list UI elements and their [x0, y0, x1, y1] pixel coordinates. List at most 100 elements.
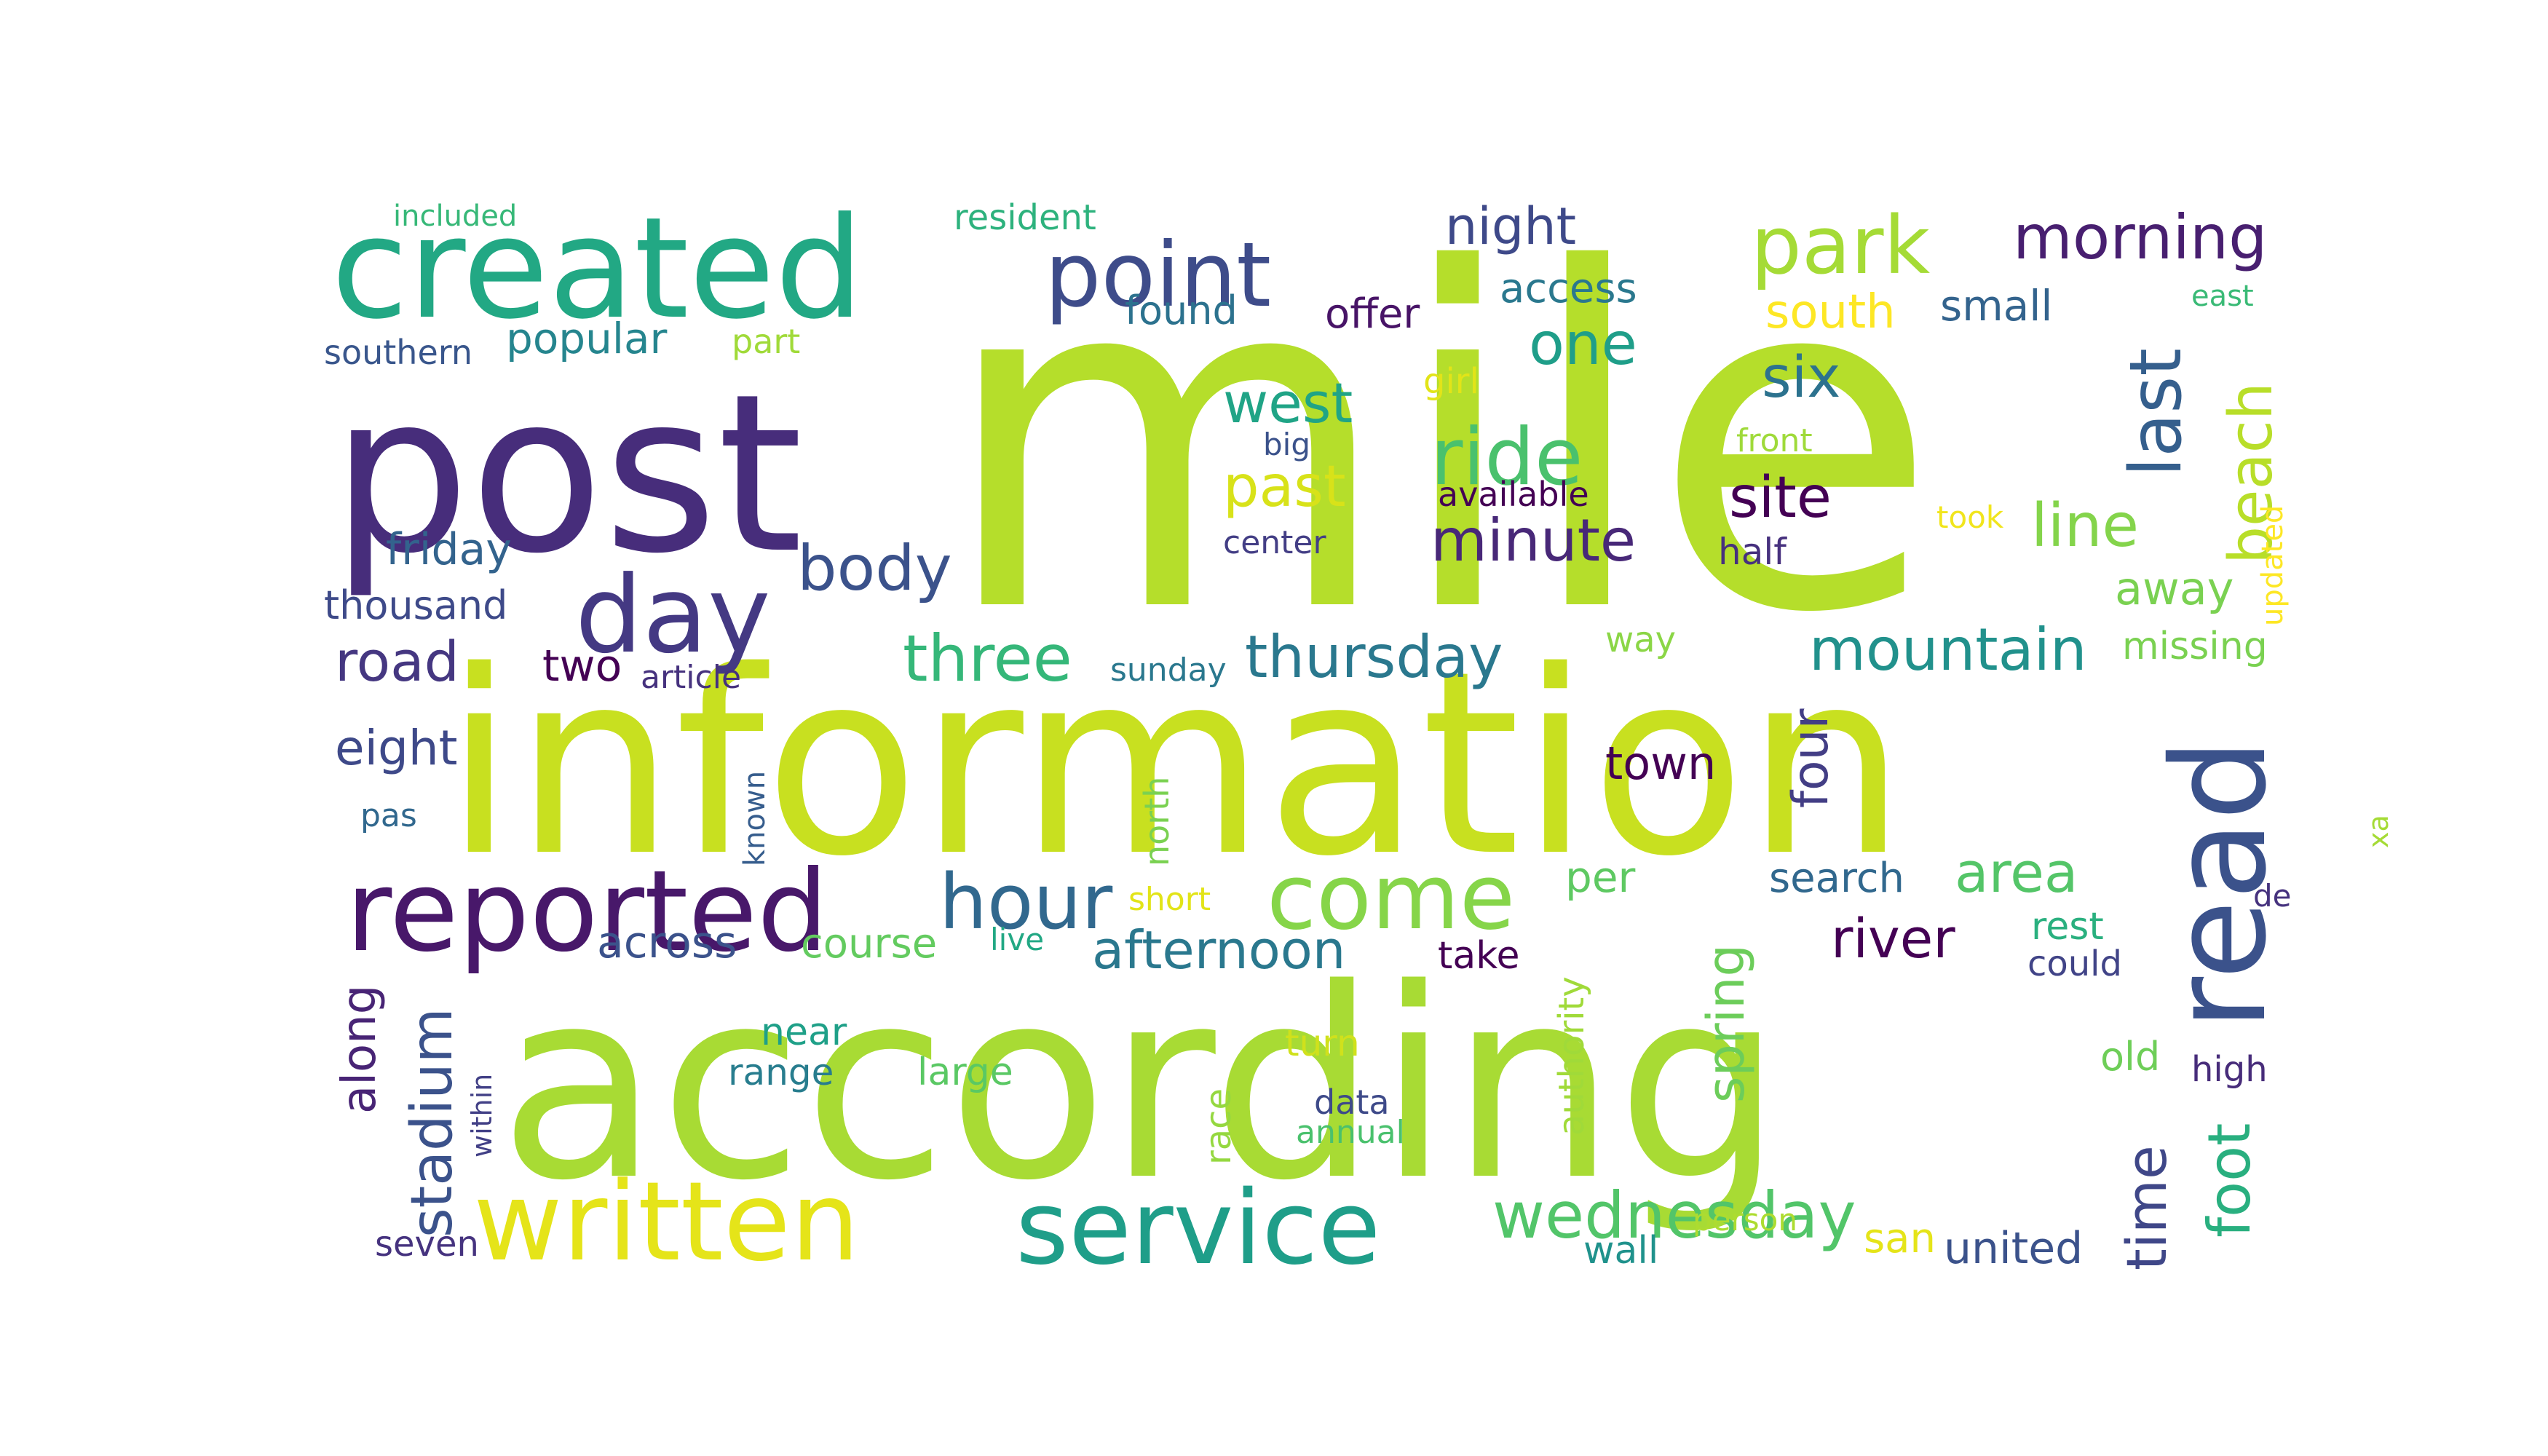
- word-two: two: [542, 641, 622, 692]
- word-west: west: [1223, 371, 1353, 435]
- word-mile: mile: [939, 172, 1939, 714]
- word-foot: foot: [2196, 1123, 2263, 1238]
- word-live: live: [990, 922, 1044, 957]
- word-hour: hour: [939, 858, 1112, 946]
- word-take: take: [1438, 934, 1520, 978]
- word-night: night: [1445, 197, 1576, 256]
- word-took: took: [1936, 499, 2004, 535]
- word-data: data: [1314, 1083, 1390, 1122]
- word-stadium: stadium: [400, 1008, 465, 1238]
- word-southern: southern: [324, 333, 472, 372]
- word-minute: minute: [1431, 507, 1636, 574]
- word-access: access: [1500, 265, 1637, 312]
- word-read: read: [2144, 738, 2295, 1030]
- word-annual: annual: [1296, 1114, 1405, 1151]
- word-person: person: [1693, 1202, 1797, 1238]
- word-park: park: [1751, 199, 1930, 292]
- word-high: high: [2191, 1049, 2268, 1090]
- word-seven: seven: [375, 1224, 479, 1265]
- word-rest: rest: [2031, 905, 2104, 949]
- word-united: united: [1944, 1223, 2083, 1274]
- word-line: line: [2031, 491, 2139, 561]
- word-search: search: [1769, 855, 1904, 902]
- word-part: part: [732, 322, 800, 361]
- word-four: four: [1782, 708, 1840, 808]
- word-one: one: [1529, 310, 1637, 378]
- word-race: race: [1198, 1088, 1239, 1165]
- word-mountain: mountain: [1809, 616, 2087, 684]
- word-front: front: [1736, 422, 1813, 459]
- word-eight: eight: [335, 720, 458, 776]
- word-missing: missing: [2122, 625, 2268, 668]
- word-three: three: [903, 621, 1072, 696]
- word-away: away: [2115, 562, 2234, 615]
- word-beach: beach: [2217, 382, 2286, 564]
- word-six: six: [1762, 345, 1840, 411]
- word-site: site: [1729, 465, 1832, 531]
- word-included: included: [393, 199, 517, 233]
- word-afternoon: afternoon: [1092, 919, 1345, 981]
- word-east: east: [2191, 280, 2254, 313]
- word-sunday: sunday: [1110, 652, 1227, 689]
- word-known: known: [738, 771, 772, 866]
- word-popular: popular: [506, 314, 668, 363]
- word-written: written: [473, 1159, 860, 1286]
- word-according: according: [499, 933, 1783, 1238]
- word-article: article: [641, 659, 741, 696]
- word-old: old: [2100, 1034, 2160, 1080]
- word-authority: authority: [1551, 976, 1592, 1136]
- word-thursday: thursday: [1245, 623, 1503, 691]
- word-pas: pas: [360, 797, 417, 834]
- word-found: found: [1125, 288, 1238, 333]
- word-river: river: [1831, 908, 1955, 970]
- word-information: information: [444, 617, 1906, 912]
- word-near: near: [761, 1010, 847, 1054]
- word-xa: xa: [2362, 815, 2394, 848]
- word-road: road: [335, 629, 459, 694]
- word-range: range: [728, 1051, 834, 1093]
- word-per: per: [1565, 852, 1636, 902]
- word-service: service: [1016, 1169, 1380, 1288]
- word-short: short: [1128, 881, 1211, 918]
- word-past: past: [1223, 454, 1346, 520]
- word-wall: wall: [1583, 1229, 1658, 1273]
- word-could: could: [2027, 943, 2122, 984]
- word-across: across: [597, 917, 737, 968]
- word-san: san: [1864, 1215, 1936, 1262]
- word-within: within: [466, 1074, 498, 1158]
- word-updated: updated: [2256, 505, 2290, 626]
- word-offer: offer: [1325, 290, 1420, 338]
- word-day: day: [575, 553, 771, 677]
- word-created: created: [331, 188, 863, 350]
- word-time: time: [2114, 1145, 2179, 1270]
- word-come: come: [1267, 845, 1515, 950]
- word-town: town: [1605, 737, 1716, 790]
- word-course: course: [801, 920, 937, 968]
- word-post: post: [331, 347, 803, 601]
- word-along: along: [333, 985, 387, 1114]
- word-south: south: [1765, 285, 1896, 339]
- word-center: center: [1223, 524, 1326, 561]
- word-ride: ride: [1431, 412, 1583, 503]
- word-half: half: [1718, 531, 1787, 573]
- word-morning: morning: [2013, 202, 2267, 273]
- word-resident: resident: [954, 197, 1096, 238]
- word-wednesday: wednesday: [1492, 1178, 1856, 1253]
- word-friday: friday: [386, 524, 512, 575]
- word-reported: reported: [346, 847, 828, 977]
- word-last: last: [2115, 348, 2198, 477]
- word-spring: spring: [1696, 944, 1756, 1103]
- word-small: small: [1940, 281, 2053, 331]
- word-large: large: [917, 1051, 1013, 1094]
- word-big: big: [1263, 427, 1310, 462]
- word-turn: turn: [1285, 1022, 1360, 1064]
- word-point: point: [1045, 223, 1271, 327]
- word-available: available: [1438, 475, 1589, 514]
- word-body: body: [797, 532, 952, 605]
- word-girl: girl: [1423, 361, 1479, 402]
- word-thousand: thousand: [324, 582, 507, 628]
- word-north: north: [1137, 777, 1176, 866]
- word-area: area: [1955, 840, 2078, 905]
- word-de: de: [2253, 878, 2292, 914]
